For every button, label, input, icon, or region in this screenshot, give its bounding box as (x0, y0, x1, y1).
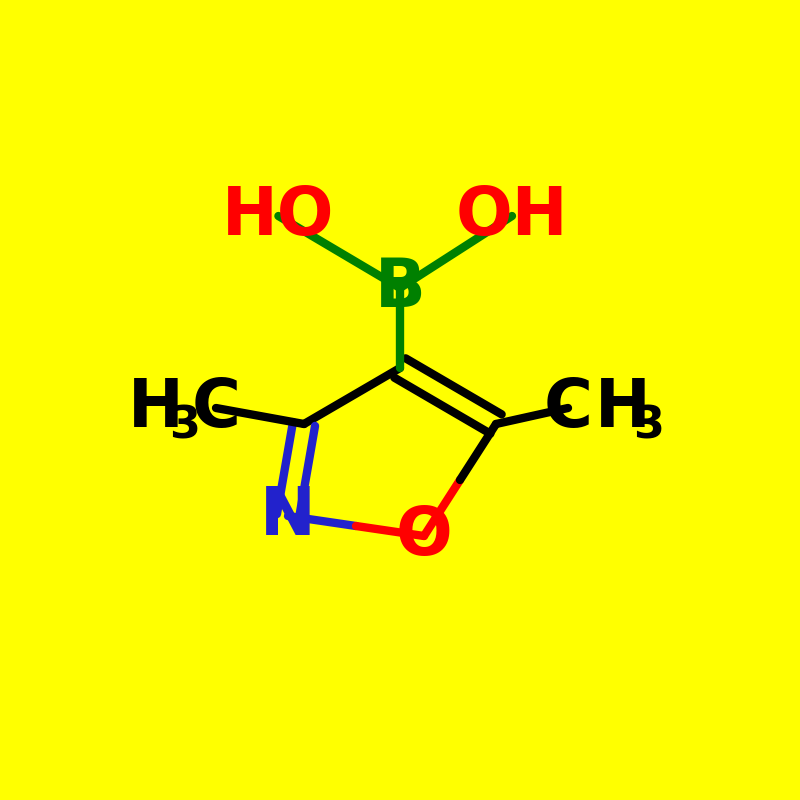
Text: C: C (191, 375, 241, 441)
Text: H: H (594, 375, 650, 441)
Text: HO: HO (222, 183, 334, 249)
Text: C: C (543, 375, 593, 441)
Text: OH: OH (456, 183, 568, 249)
Text: 3: 3 (169, 404, 199, 447)
Text: B: B (374, 255, 426, 321)
Text: N: N (260, 483, 316, 549)
Text: H: H (128, 375, 184, 441)
Text: O: O (396, 503, 452, 569)
Text: 3: 3 (633, 404, 663, 447)
